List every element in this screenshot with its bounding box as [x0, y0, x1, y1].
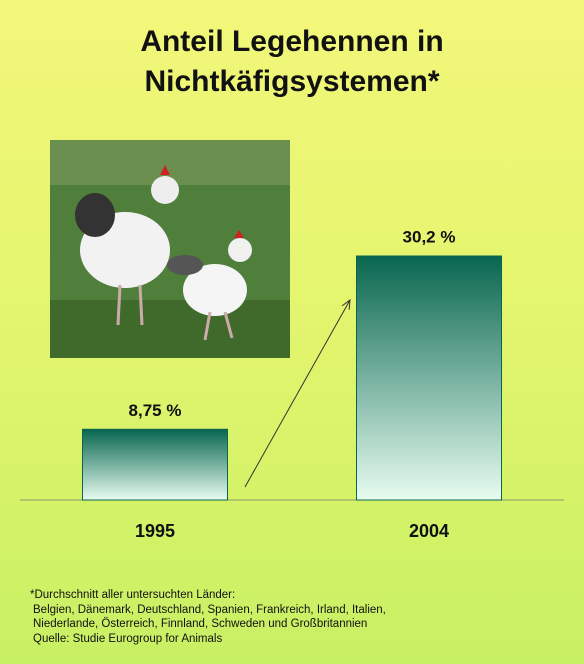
value-label: 8,75 %: [129, 401, 182, 420]
bar: [83, 429, 228, 500]
footnote-line: *Durchschnitt aller untersuchten Länder:: [30, 588, 386, 603]
x-tick-label: 2004: [409, 521, 449, 541]
footnote-line: Niederlande, Österreich, Finnland, Schwe…: [30, 617, 386, 632]
chart-title: Anteil Legehennen in Nichtkäfigsystemen*: [112, 22, 472, 102]
footnote: *Durchschnitt aller untersuchten Länder:…: [30, 588, 386, 646]
x-tick-label: 1995: [135, 521, 175, 541]
footnote-line: Quelle: Studie Eurogroup for Animals: [30, 632, 386, 647]
bar: [357, 256, 502, 500]
value-label: 30,2 %: [403, 227, 456, 246]
slide: 8,75 % 1995 30,2 % 2004 Anteil Legehennen i…: [0, 0, 584, 664]
footnote-line: Belgien, Dänemark, Deutschland, Spanien,…: [30, 603, 386, 618]
photo: [50, 140, 290, 358]
